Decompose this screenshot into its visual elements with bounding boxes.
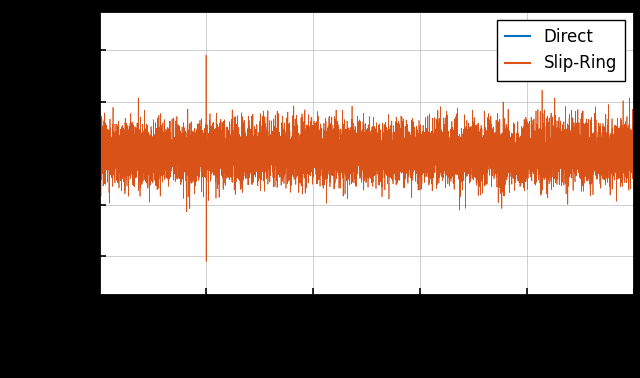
Slip-Ring	[630, 136, 637, 140]
Line: Direct: Direct	[99, 140, 634, 166]
Slip-Ring	[200, 158, 208, 162]
Direct	[127, 152, 135, 157]
Direct	[618, 164, 625, 169]
Slip-Ring	[202, 53, 210, 57]
Slip-Ring	[602, 158, 609, 163]
Slip-Ring	[98, 151, 106, 155]
Direct	[95, 149, 103, 154]
Slip-Ring	[118, 135, 125, 140]
Legend: Direct, Slip-Ring: Direct, Slip-Ring	[497, 20, 625, 81]
Slip-Ring	[356, 157, 364, 161]
Line: Slip-Ring: Slip-Ring	[99, 55, 634, 261]
Direct	[118, 150, 125, 154]
Direct	[602, 149, 609, 154]
Slip-Ring	[202, 259, 210, 263]
Direct	[356, 149, 364, 153]
Slip-Ring	[127, 137, 135, 141]
Direct	[250, 138, 258, 142]
Direct	[98, 153, 106, 158]
Direct	[200, 151, 208, 155]
Slip-Ring	[95, 167, 103, 172]
Direct	[630, 149, 637, 153]
